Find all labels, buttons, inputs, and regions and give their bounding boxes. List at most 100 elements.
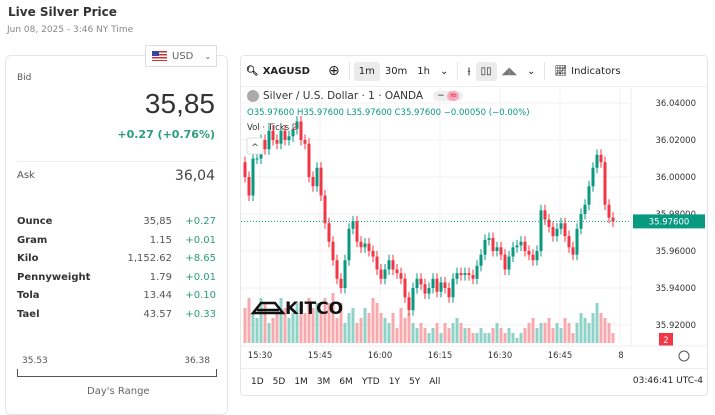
last-price-tag [633, 214, 705, 229]
candle-body [283, 130, 287, 140]
ohlc-values: O35.97600 H35.97600 L35.97600 C35.97600 … [247, 108, 530, 118]
legend-toggle[interactable]: − ≈ [433, 91, 464, 101]
unit-price: 43.57 [143, 308, 172, 320]
candle-body [575, 228, 579, 255]
indicators-button[interactable]: 📈︎ Indicators [549, 62, 625, 81]
x-tick-label: 16:45 [548, 351, 573, 361]
candle-body [559, 223, 563, 229]
unit-change: +8.65 [185, 253, 216, 264]
candle-body [279, 130, 283, 144]
range-all[interactable]: All [429, 377, 441, 387]
unit-row: Tola 13.44 +0.10 [17, 290, 216, 308]
candle-body [367, 243, 371, 251]
candle-body [567, 236, 571, 248]
volume-bar [251, 313, 255, 343]
range-bar-bottom: 1D 5D 1M 3M 6M YTD 1Y 5Y All [241, 368, 707, 395]
candle-body [479, 254, 483, 266]
y-tick-label: 36.00000 [655, 173, 696, 183]
volume-bar [535, 328, 539, 343]
range-1d[interactable]: 1D [251, 377, 264, 387]
unit-row: Gram 1.15 +0.01 [17, 235, 216, 253]
interval-1m[interactable]: 1m [353, 61, 380, 81]
interval-1h[interactable]: 1h [417, 65, 430, 77]
x-tick-label: 8 [618, 351, 623, 361]
range-1y[interactable]: 1Y [388, 377, 400, 387]
candle-body [531, 254, 535, 261]
volume-bar [539, 323, 543, 343]
unit-change: +0.27 [185, 216, 216, 227]
volume-bar [527, 323, 531, 343]
price-change: +0.27 (+0.76%) [117, 128, 215, 141]
plus-circle-icon: ⊕ [327, 63, 340, 79]
candle-body [347, 228, 351, 261]
volume-bar [295, 303, 299, 343]
page-title: Live Silver Price [8, 5, 117, 19]
unit-row: Pennyweight 1.79 +0.01 [17, 272, 216, 290]
volume-bar [427, 333, 431, 343]
candle-body [535, 251, 539, 261]
candle-body [319, 167, 323, 196]
bar-style-button[interactable]: ⫲ [462, 62, 475, 81]
volume-bar [491, 328, 495, 343]
chevron-down-icon: ⌄ [527, 65, 536, 77]
volume-bar [451, 323, 455, 343]
volume-bar [263, 303, 267, 343]
chevron-down-icon: ⌄ [204, 51, 212, 61]
volume-bar [375, 303, 379, 343]
candle-body [331, 241, 335, 261]
currency-select[interactable]: USD ⌄ [145, 45, 217, 67]
volume-bar [287, 318, 291, 343]
interval-30m[interactable]: 30m [384, 65, 408, 77]
candle-body [335, 260, 339, 279]
interval-dropdown[interactable]: ⌄ [435, 62, 453, 81]
candle-style-button[interactable]: ▯▯ [475, 61, 497, 81]
y-tick-label: 35.92000 [655, 321, 696, 331]
range-5d[interactable]: 5D [272, 377, 286, 387]
y-tick-label: 36.04000 [655, 99, 696, 109]
unit-name: Tola [17, 290, 40, 301]
y-tick-label: 36.02000 [655, 136, 696, 146]
candle-body [431, 278, 435, 288]
candle-body [395, 269, 399, 274]
divider [544, 62, 546, 80]
range-6m[interactable]: 6M [339, 377, 353, 387]
candle-body [407, 297, 411, 311]
volume-bar [455, 318, 459, 343]
divider [348, 62, 350, 80]
candlestick-chart[interactable]: 36.0400036.0200036.0000035.9800035.96000… [241, 88, 707, 368]
volume-bar [319, 313, 323, 343]
volume-bar [411, 323, 415, 343]
chart-type-dropdown[interactable]: ⌄ [522, 62, 540, 81]
unit-row: Kilo 1,152.62 +8.65 [17, 253, 216, 271]
chart-legend: Silver / U.S. Dollar · 1 · OANDA − ≈ [247, 90, 464, 102]
range-ytd[interactable]: YTD [361, 377, 380, 387]
volume-bar [563, 318, 567, 343]
area-style-button[interactable]: ◢◣ [497, 62, 522, 81]
volume-bar [459, 323, 463, 343]
volume-bar [407, 313, 411, 343]
volume-bar [291, 313, 295, 343]
candle-body [351, 221, 355, 229]
range-5y[interactable]: 5Y [408, 377, 421, 387]
range-1m[interactable]: 1M [294, 377, 308, 387]
symbol-search[interactable]: 🔍︎ XAGUSD [241, 62, 315, 81]
candle-body [587, 186, 591, 205]
compare-button[interactable]: ⊕ [323, 59, 345, 83]
unit-name: Kilo [17, 253, 39, 264]
volume-bar [423, 328, 427, 343]
unit-name: Ounce [17, 216, 53, 227]
volume-bar [603, 318, 607, 343]
unit-price: 1.15 [149, 234, 172, 246]
candle-body [487, 238, 491, 240]
us-flag-icon [152, 51, 167, 61]
volume-bar [475, 333, 479, 343]
chart-toolbar: 🔍︎ XAGUSD ⊕ 1m 30m 1h ⌄ ⫲ ▯▯ ◢◣ ⌄ 📈︎ Indic… [241, 56, 707, 87]
volume-bar [339, 303, 343, 343]
divider [457, 62, 459, 80]
candle-body [379, 269, 383, 279]
range-3m[interactable]: 3M [316, 377, 331, 387]
volume-bar [243, 308, 247, 343]
volume-bar [359, 318, 363, 343]
candle-body [583, 204, 587, 214]
volume-bar [531, 318, 535, 343]
